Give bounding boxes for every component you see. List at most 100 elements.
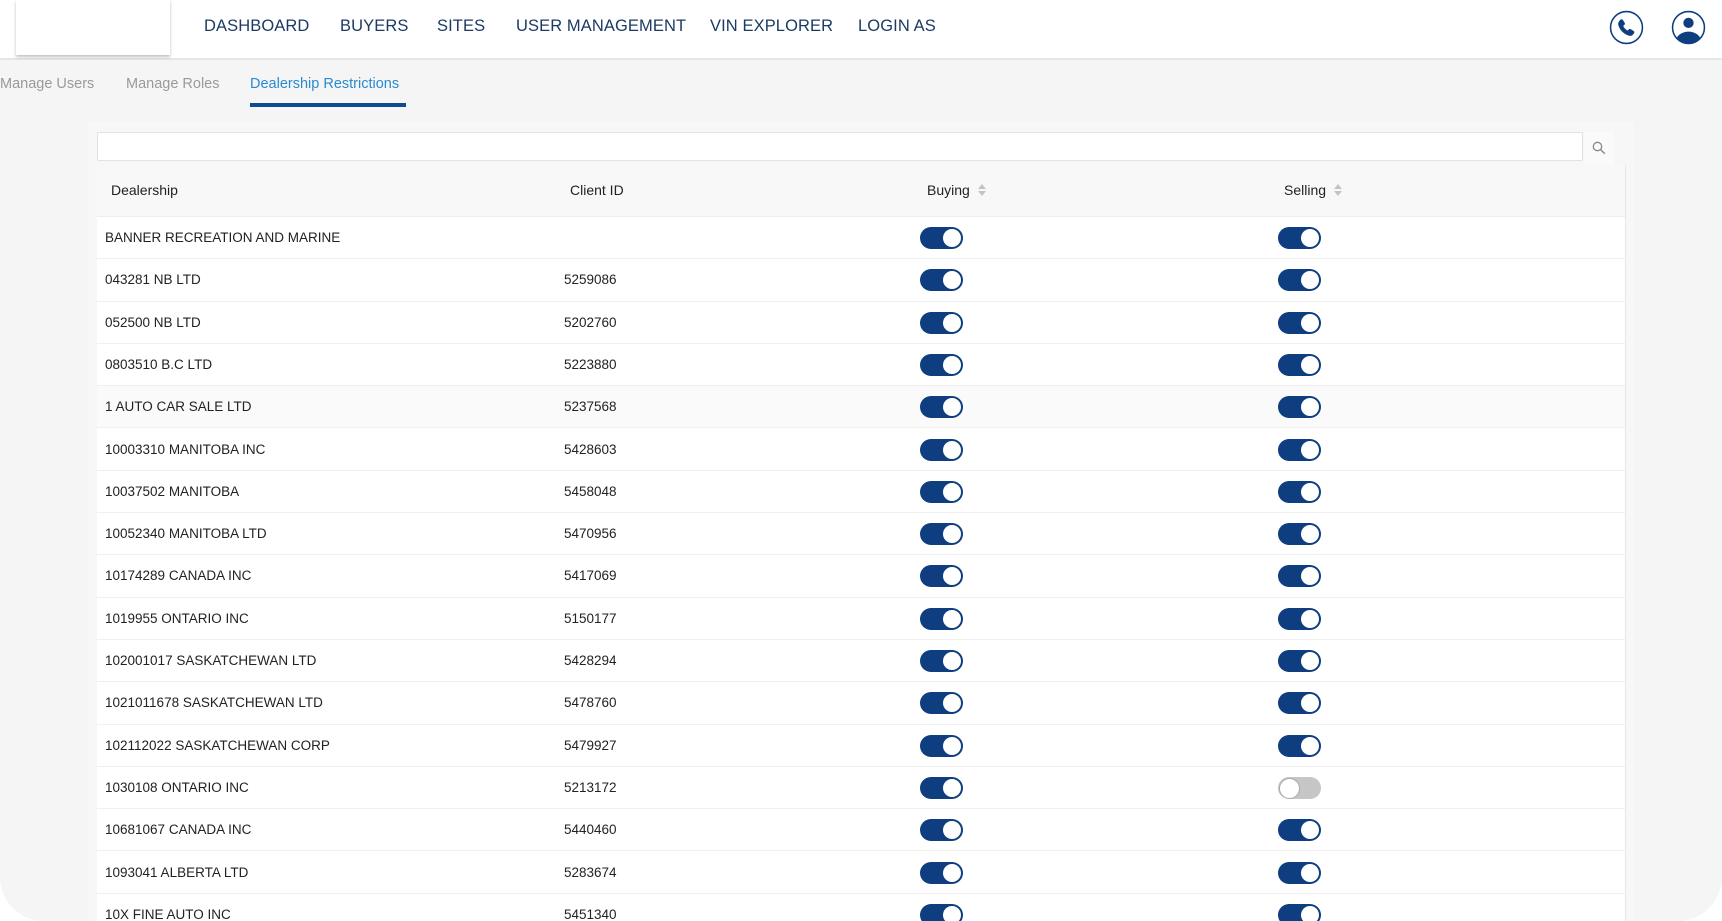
client-id: 5428294: [564, 653, 617, 668]
buying-toggle[interactable]: [920, 776, 963, 799]
selling-toggle[interactable]: [1278, 819, 1321, 842]
client-id: 5478760: [564, 695, 617, 711]
header-client-id: Client ID: [570, 182, 624, 198]
buying-toggle[interactable]: [920, 607, 963, 630]
tab-manage-users[interactable]: Manage Users: [0, 76, 95, 92]
nav-login-as[interactable]: LOGIN AS: [858, 17, 936, 35]
buying-toggle[interactable]: [920, 819, 963, 842]
sort-icon[interactable]: [977, 184, 986, 196]
client-id: 5428603: [564, 441, 617, 457]
table-row: 10037502 MANITOBA 5458048: [97, 470, 1625, 514]
nav-sites[interactable]: SITES: [437, 17, 486, 35]
buying-toggle[interactable]: [920, 269, 963, 292]
header-buying[interactable]: Buying: [927, 182, 986, 198]
selling-toggle[interactable]: [1278, 607, 1321, 630]
buying-toggle[interactable]: [920, 480, 963, 503]
dealership-table: Dealership Client ID Buying Selling BANN…: [97, 165, 1626, 921]
table-row: 1030108 ONTARIO INC 5213172: [97, 766, 1625, 810]
buying-toggle[interactable]: [920, 227, 963, 249]
dealership-name: 1030108 ONTARIO INC: [105, 779, 249, 795]
search-input[interactable]: [97, 132, 1583, 161]
buying-toggle[interactable]: [920, 650, 963, 672]
selling-toggle[interactable]: [1278, 523, 1321, 546]
selling-toggle[interactable]: [1278, 903, 1321, 921]
table-row: 052500 NB LTD 5202760: [97, 301, 1625, 344]
buying-toggle[interactable]: [920, 565, 963, 588]
selling-toggle[interactable]: [1278, 776, 1321, 799]
table-row: 1 AUTO CAR SALE LTD 5237568: [97, 386, 1625, 429]
client-id: 5150177: [564, 610, 617, 626]
dealership-name: 1093041 ALBERTA LTD: [105, 864, 249, 880]
buying-toggle[interactable]: [920, 734, 963, 757]
client-id: 5451340: [564, 906, 617, 921]
header-selling[interactable]: Selling: [1284, 182, 1343, 198]
client-id: 5470956: [564, 526, 617, 542]
nav-vin-explorer[interactable]: VIN EXPLORER: [710, 17, 834, 35]
buying-toggle[interactable]: [920, 311, 963, 334]
logo[interactable]: [16, 0, 170, 55]
nav-buyers[interactable]: BUYERS: [340, 17, 409, 35]
client-id: 5213172: [564, 779, 617, 795]
buying-toggle[interactable]: [920, 438, 963, 461]
selling-toggle[interactable]: [1278, 311, 1321, 334]
search-button[interactable]: [1584, 132, 1614, 164]
selling-toggle[interactable]: [1278, 353, 1321, 376]
selling-toggle[interactable]: [1278, 692, 1321, 715]
header-label: Selling: [1284, 182, 1327, 198]
sort-icon[interactable]: [1334, 184, 1343, 196]
dealership-name: 052500 NB LTD: [105, 314, 201, 330]
selling-toggle[interactable]: [1278, 227, 1321, 249]
client-id: 5283674: [564, 864, 617, 880]
table-row: 10X FINE AUTO INC 5451340: [97, 893, 1625, 921]
dealership-name: BANNER RECREATION AND MARINE: [105, 230, 341, 245]
nav-dashboard[interactable]: DASHBOARD: [204, 17, 310, 35]
table-row: BANNER RECREATION AND MARINE: [97, 217, 1625, 260]
dealership-name: 10X FINE AUTO INC: [105, 906, 231, 921]
buying-toggle[interactable]: [920, 353, 963, 376]
table-row: 043281 NB LTD 5259086: [97, 259, 1625, 302]
search-icon: [1592, 141, 1606, 155]
buying-toggle[interactable]: [920, 692, 963, 715]
client-id: 5479927: [564, 737, 617, 753]
dealership-name: 10052340 MANITOBA LTD: [105, 526, 267, 542]
selling-toggle[interactable]: [1278, 396, 1321, 419]
table-row: 102001017 SASKATCHEWAN LTD 5428294: [97, 640, 1625, 683]
selling-toggle[interactable]: [1278, 861, 1321, 884]
client-id: 5223880: [564, 356, 617, 372]
client-id: 5202760: [564, 314, 617, 330]
table-row: 102112022 SASKATCHEWAN CORP 5479927: [97, 724, 1625, 767]
dealership-name: 10174289 CANADA INC: [105, 568, 252, 584]
tab-manage-roles[interactable]: Manage Roles: [126, 76, 220, 92]
buying-toggle[interactable]: [920, 523, 963, 546]
dealership-name: 102001017 SASKATCHEWAN LTD: [105, 653, 317, 668]
header-label: Dealership: [111, 182, 178, 198]
table-row: 1093041 ALBERTA LTD 5283674: [97, 851, 1625, 894]
header-label: Client ID: [570, 182, 624, 198]
top-navbar: DASHBOARD BUYERS SITES USER MANAGEMENT V…: [0, 0, 1722, 60]
selling-toggle[interactable]: [1278, 734, 1321, 757]
client-id: 5237568: [564, 399, 617, 415]
dealership-name: 10037502 MANITOBA: [105, 483, 240, 499]
table-row: 10052340 MANITOBA LTD 5470956: [97, 513, 1625, 556]
client-id: 5259086: [564, 272, 617, 288]
buying-toggle[interactable]: [920, 903, 963, 921]
selling-toggle[interactable]: [1278, 438, 1321, 461]
dealership-name: 1 AUTO CAR SALE LTD: [105, 399, 252, 415]
active-tab-indicator: [250, 103, 406, 107]
user-account-icon[interactable]: [1671, 10, 1706, 45]
tab-dealership-restrictions[interactable]: Dealership Restrictions: [250, 76, 400, 92]
phone-icon[interactable]: [1609, 10, 1644, 45]
selling-toggle[interactable]: [1278, 480, 1321, 503]
table-row: 1019955 ONTARIO INC 5150177: [97, 597, 1625, 640]
nav-user-management[interactable]: USER MANAGEMENT: [516, 17, 687, 35]
client-id: 5440460: [564, 822, 617, 838]
table-row: 0803510 B.C LTD 5223880: [97, 343, 1625, 387]
dealership-name: 0803510 B.C LTD: [105, 356, 213, 372]
buying-toggle[interactable]: [920, 861, 963, 884]
dealership-name: 1021011678 SASKATCHEWAN LTD: [105, 695, 323, 711]
buying-toggle[interactable]: [920, 396, 963, 419]
selling-toggle[interactable]: [1278, 269, 1321, 292]
selling-toggle[interactable]: [1278, 565, 1321, 588]
selling-toggle[interactable]: [1278, 650, 1321, 672]
